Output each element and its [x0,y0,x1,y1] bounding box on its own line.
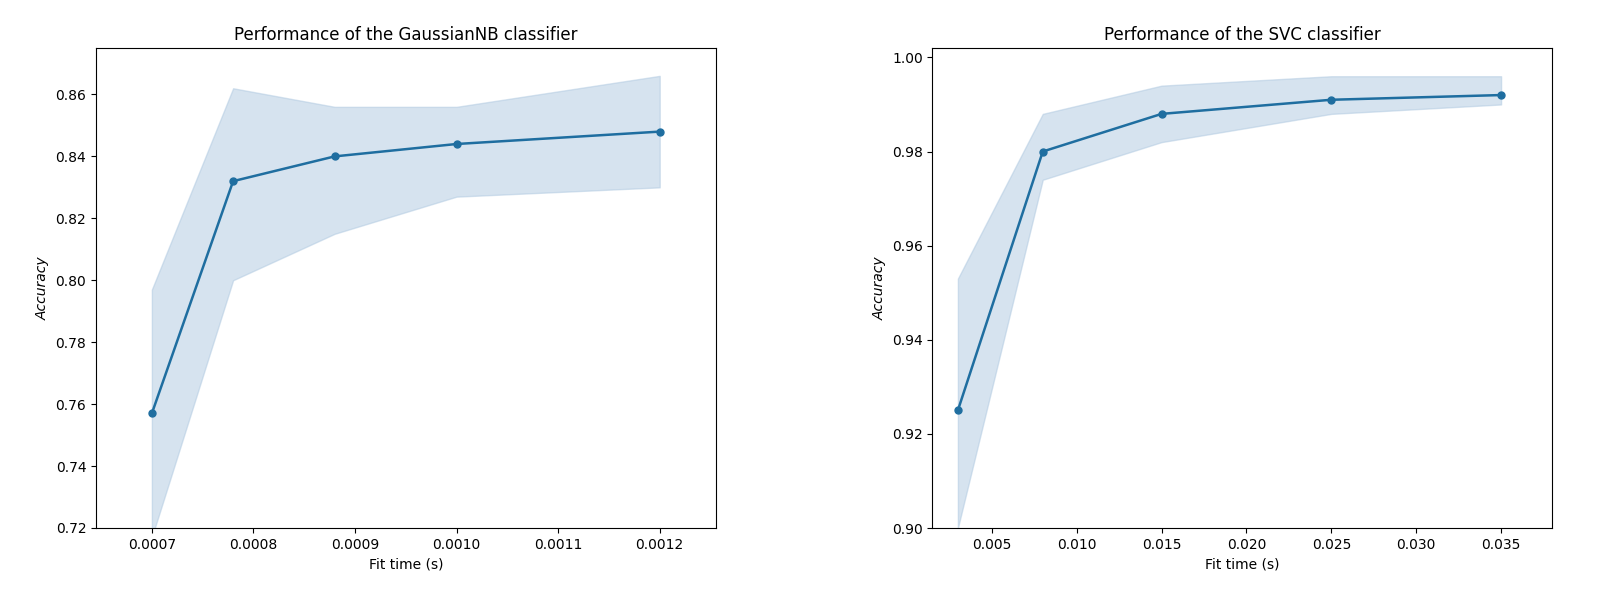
Y-axis label: Accuracy: Accuracy [35,256,50,320]
X-axis label: Fit time (s): Fit time (s) [1205,557,1280,571]
Y-axis label: Accuracy: Accuracy [872,256,886,320]
Title: Performance of the SVC classifier: Performance of the SVC classifier [1104,26,1381,44]
Title: Performance of the GaussianNB classifier: Performance of the GaussianNB classifier [234,26,578,44]
X-axis label: Fit time (s): Fit time (s) [368,557,443,571]
